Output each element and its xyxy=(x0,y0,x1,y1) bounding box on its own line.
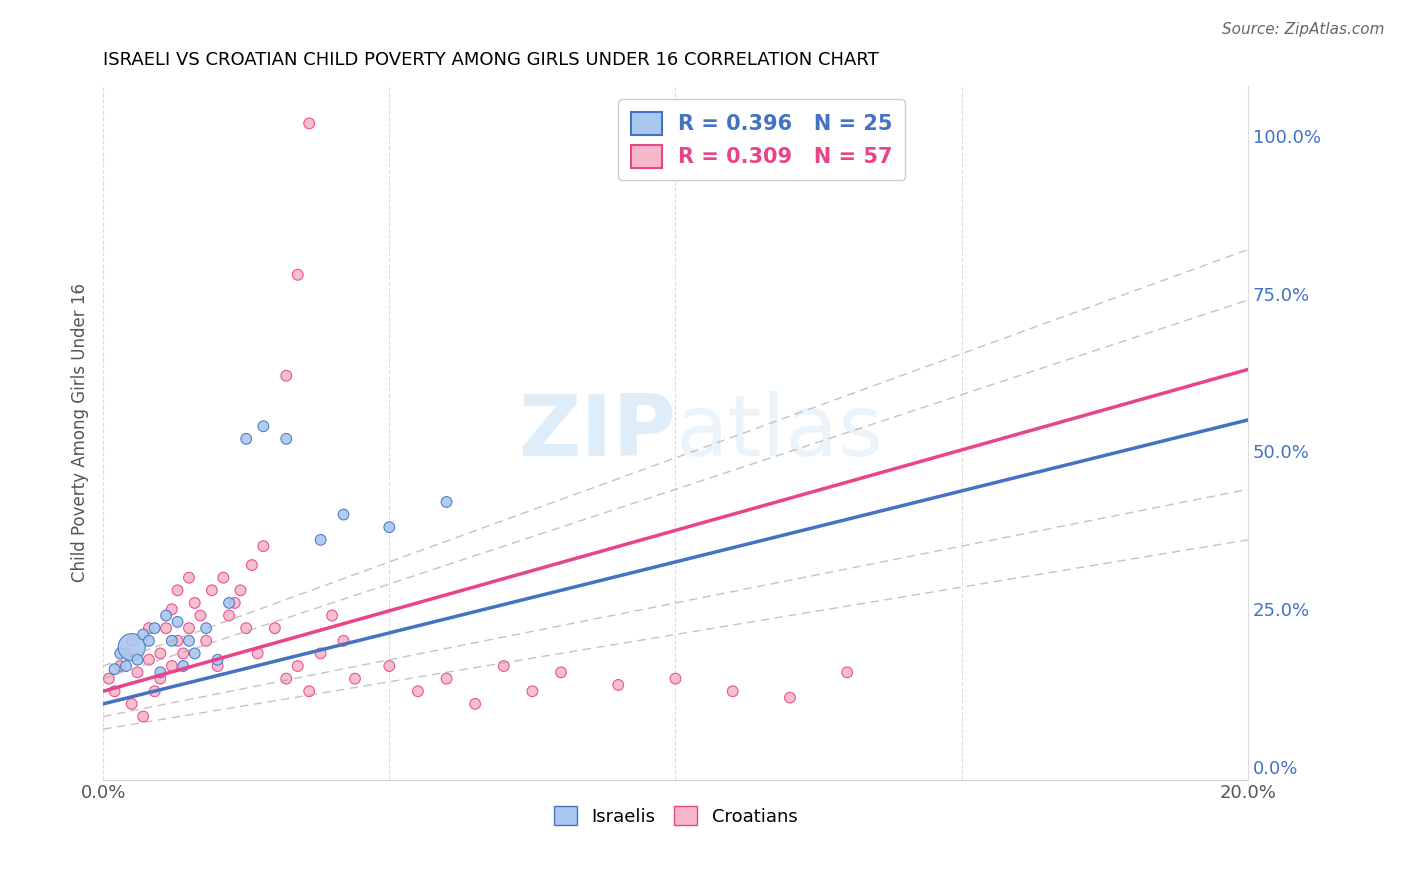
Point xyxy=(160,659,183,673)
Point xyxy=(321,608,343,623)
Point xyxy=(160,602,183,616)
Point xyxy=(138,653,160,667)
Point xyxy=(110,647,132,661)
Point xyxy=(155,621,177,635)
Point xyxy=(235,432,257,446)
Text: ISRAELI VS CROATIAN CHILD POVERTY AMONG GIRLS UNDER 16 CORRELATION CHART: ISRAELI VS CROATIAN CHILD POVERTY AMONG … xyxy=(103,51,879,69)
Point xyxy=(121,633,143,648)
Point xyxy=(464,697,486,711)
Y-axis label: Child Poverty Among Girls Under 16: Child Poverty Among Girls Under 16 xyxy=(72,283,89,582)
Point xyxy=(218,596,240,610)
Point xyxy=(172,659,194,673)
Point xyxy=(309,647,332,661)
Point xyxy=(436,672,458,686)
Text: atlas: atlas xyxy=(675,391,883,474)
Point xyxy=(207,659,229,673)
Point xyxy=(252,419,274,434)
Point xyxy=(195,633,218,648)
Point xyxy=(276,432,298,446)
Point xyxy=(252,539,274,553)
Point xyxy=(127,665,149,680)
Point xyxy=(121,640,143,654)
Point xyxy=(160,633,183,648)
Point xyxy=(298,684,321,698)
Point xyxy=(332,633,354,648)
Point xyxy=(115,659,138,673)
Point xyxy=(378,520,401,534)
Legend: Israelis, Croatians: Israelis, Croatians xyxy=(547,799,804,833)
Point xyxy=(138,621,160,635)
Point xyxy=(276,368,298,383)
Point xyxy=(492,659,515,673)
Point xyxy=(195,621,218,635)
Point xyxy=(212,571,235,585)
Point xyxy=(172,647,194,661)
Point xyxy=(406,684,429,698)
Point xyxy=(263,621,285,635)
Point xyxy=(177,621,200,635)
Point xyxy=(166,633,188,648)
Point xyxy=(721,684,744,698)
Point xyxy=(298,116,321,130)
Point xyxy=(287,268,309,282)
Point xyxy=(309,533,332,547)
Point xyxy=(138,633,160,648)
Point xyxy=(177,571,200,585)
Point xyxy=(149,672,172,686)
Point xyxy=(110,659,132,673)
Point xyxy=(229,583,252,598)
Point xyxy=(97,672,120,686)
Point xyxy=(343,672,366,686)
Point xyxy=(149,647,172,661)
Point xyxy=(378,659,401,673)
Point xyxy=(287,659,309,673)
Point xyxy=(779,690,801,705)
Point xyxy=(143,684,166,698)
Point xyxy=(550,665,572,680)
Point xyxy=(246,647,269,661)
Point xyxy=(436,495,458,509)
Point xyxy=(115,647,138,661)
Point xyxy=(155,608,177,623)
Text: Source: ZipAtlas.com: Source: ZipAtlas.com xyxy=(1222,22,1385,37)
Point xyxy=(218,608,240,623)
Point xyxy=(103,662,125,676)
Point xyxy=(224,596,246,610)
Point xyxy=(607,678,630,692)
Point xyxy=(207,653,229,667)
Point xyxy=(177,633,200,648)
Point xyxy=(201,583,224,598)
Point xyxy=(190,608,212,623)
Point xyxy=(132,709,155,723)
Point xyxy=(143,621,166,635)
Point xyxy=(664,672,686,686)
Point xyxy=(183,647,205,661)
Point xyxy=(103,684,125,698)
Point xyxy=(837,665,859,680)
Text: ZIP: ZIP xyxy=(517,391,675,474)
Point xyxy=(127,653,149,667)
Point xyxy=(183,596,205,610)
Point xyxy=(276,672,298,686)
Point xyxy=(166,583,188,598)
Point xyxy=(235,621,257,635)
Point xyxy=(522,684,544,698)
Point xyxy=(166,615,188,629)
Point xyxy=(240,558,263,572)
Point xyxy=(332,508,354,522)
Point xyxy=(132,627,155,641)
Point xyxy=(149,665,172,680)
Point xyxy=(121,697,143,711)
